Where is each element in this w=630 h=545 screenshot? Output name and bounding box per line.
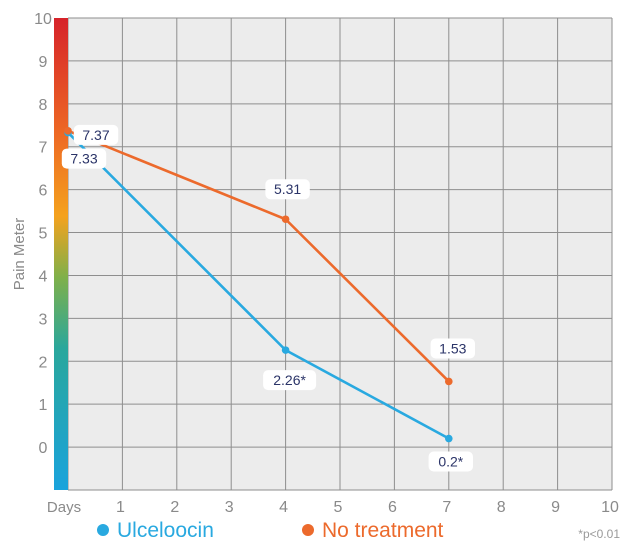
- y-tick-label: 9: [39, 54, 48, 71]
- data-label-box: [428, 451, 473, 472]
- legend-label: Ulceloocin: [117, 519, 214, 542]
- data-label: 0.2*: [438, 454, 463, 470]
- data-point: [445, 377, 453, 386]
- legend-marker: [97, 524, 109, 536]
- data-label: 5.31: [274, 181, 301, 197]
- data-point: [64, 127, 72, 135]
- data-label-box: [263, 370, 317, 391]
- data-label: 1.53: [439, 340, 466, 356]
- y-tick-labels: 0 1 2 3 4 5 6 7 8 9 10: [34, 11, 52, 457]
- data-label-box: [73, 124, 119, 145]
- pain-scale-bar: [54, 18, 68, 490]
- x-tick-labels: 1 2 3 4 5 6 7 8 9 10: [116, 499, 619, 516]
- legend-label: No treatment: [322, 519, 444, 542]
- x-tick-label: 1: [116, 499, 125, 516]
- legend: Ulceloocin No treatment: [97, 519, 444, 542]
- footnote: *p<0.01: [578, 527, 620, 541]
- x-tick-label: 8: [497, 499, 506, 516]
- grid-lines: [67, 17, 613, 491]
- y-tick-label: 8: [39, 97, 48, 114]
- x-tick-label: 10: [601, 499, 619, 516]
- data-label-box: [61, 148, 107, 169]
- data-label: 7.37: [82, 127, 109, 143]
- y-axis-label: Pain Meter: [11, 218, 28, 291]
- y-tick-label: 2: [39, 354, 48, 371]
- y-tick-label: 1: [39, 397, 48, 414]
- y-tick-label: 3: [39, 311, 48, 328]
- x-tick-label: 3: [225, 499, 234, 516]
- data-label-box: [430, 338, 475, 359]
- data-label-box: [265, 179, 310, 200]
- data-point: [281, 215, 290, 224]
- x-axis-start-label: Days: [47, 499, 81, 516]
- data-label: 2.26*: [273, 372, 306, 388]
- y-tick-label: 7: [39, 140, 48, 157]
- y-tick-label: 4: [39, 268, 48, 285]
- legend-marker: [302, 524, 314, 536]
- data-point: [445, 434, 453, 443]
- y-tick-label: 0: [39, 440, 48, 457]
- x-tick-label: 5: [334, 499, 343, 516]
- x-tick-label: 4: [279, 499, 288, 516]
- x-tick-label: 9: [551, 499, 560, 516]
- y-tick-label: 5: [39, 226, 48, 243]
- x-tick-label: 2: [170, 499, 179, 516]
- series-layer: 7.33 2.26* 0.2* 7.37 5.31 1.53: [61, 124, 475, 472]
- x-tick-label: 6: [388, 499, 397, 516]
- data-point: [281, 346, 290, 354]
- y-tick-label: 10: [34, 11, 52, 28]
- x-tick-label: 7: [442, 499, 451, 516]
- data-label: 7.33: [70, 151, 97, 167]
- y-tick-label: 6: [39, 183, 48, 200]
